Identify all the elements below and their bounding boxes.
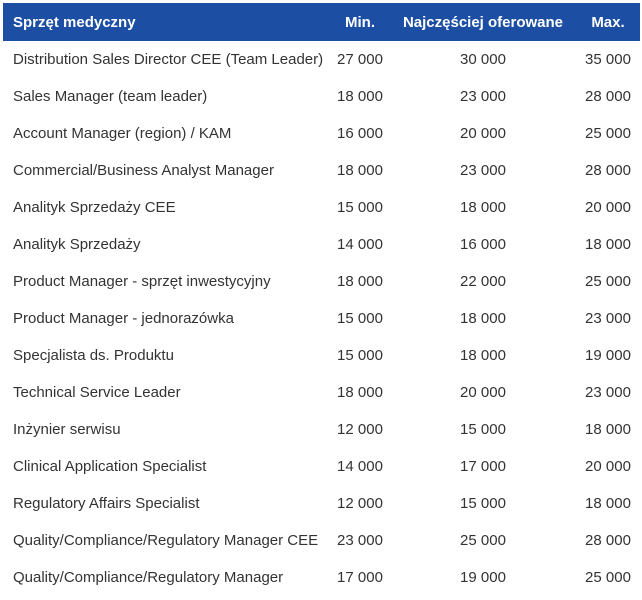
salary-cell: 30 000 bbox=[460, 51, 506, 68]
salary-cell: 23 000 bbox=[585, 384, 631, 401]
salary-cell: 20 000 bbox=[460, 125, 506, 142]
salary-cell: 20 000 bbox=[585, 458, 631, 475]
position-cell: Regulatory Affairs Specialist bbox=[13, 495, 200, 512]
salary-cell: 22 000 bbox=[460, 273, 506, 290]
salary-cell: 23 000 bbox=[337, 532, 383, 549]
salary-cell: 12 000 bbox=[337, 421, 383, 438]
table-row: Regulatory Affairs Specialist 12 000 15 00… bbox=[3, 485, 640, 522]
header-row: Sprzęt medyczny Min. Najczęściej oferowane… bbox=[3, 3, 640, 41]
table-row: Analityk Sprzedaży 14 000 16 000 18 000 bbox=[3, 226, 640, 263]
salary-cell: 23 000 bbox=[585, 310, 631, 327]
position-cell: Inżynier serwisu bbox=[13, 421, 121, 438]
header-cell: Min. bbox=[345, 13, 375, 31]
table-body: Distribution Sales Director CEE (Team Le… bbox=[3, 41, 640, 596]
salary-cell: 15 000 bbox=[460, 421, 506, 438]
salary-cell: 18 000 bbox=[337, 273, 383, 290]
salary-cell: 15 000 bbox=[337, 347, 383, 364]
salary-cell: 12 000 bbox=[337, 495, 383, 512]
table-row: Account Manager (region) / KAM 16 000 20 0… bbox=[3, 115, 640, 152]
position-cell: Specjalista ds. Produktu bbox=[13, 347, 174, 364]
salary-cell: 17 000 bbox=[460, 458, 506, 475]
table-row: Commercial/Business Analyst Manager 18 00… bbox=[3, 152, 640, 189]
position-cell: Commercial/Business Analyst Manager bbox=[13, 162, 274, 179]
header-cell: Max. bbox=[591, 13, 625, 31]
salary-cell: 15 000 bbox=[460, 495, 506, 512]
salary-cell: 25 000 bbox=[585, 273, 631, 290]
position-cell: Technical Service Leader bbox=[13, 384, 181, 401]
position-cell: Sales Manager (team leader) bbox=[13, 88, 208, 105]
table-row: Clinical Application Specialist 14 000 17 … bbox=[3, 448, 640, 485]
position-cell: Account Manager (region) / KAM bbox=[13, 125, 232, 142]
position-cell: Analityk Sprzedaży CEE bbox=[13, 199, 176, 216]
salary-cell: 17 000 bbox=[337, 569, 383, 586]
salary-table: Sprzęt medyczny Min. Najczęściej oferowane… bbox=[3, 3, 640, 596]
salary-cell: 14 000 bbox=[337, 236, 383, 253]
salary-cell: 27 000 bbox=[337, 51, 383, 68]
salary-cell: 23 000 bbox=[460, 162, 506, 179]
table-row: Quality/Compliance/Regulatory Manager 17 … bbox=[3, 559, 640, 596]
salary-cell: 28 000 bbox=[585, 532, 631, 549]
salary-cell: 20 000 bbox=[460, 384, 506, 401]
salary-cell: 16 000 bbox=[460, 236, 506, 253]
position-cell: Analityk Sprzedaży bbox=[13, 236, 141, 253]
salary-cell: 25 000 bbox=[585, 125, 631, 142]
salary-cell: 15 000 bbox=[337, 199, 383, 216]
salary-cell: 18 000 bbox=[337, 384, 383, 401]
header-cell: Sprzęt medyczny bbox=[13, 13, 136, 31]
salary-cell: 18 000 bbox=[460, 199, 506, 216]
salary-cell: 20 000 bbox=[585, 199, 631, 216]
salary-cell: 28 000 bbox=[585, 88, 631, 105]
table-header: Sprzęt medyczny Min. Najczęściej oferowane… bbox=[3, 3, 640, 41]
table-row: Sales Manager (team leader) 18 000 23 000 2… bbox=[3, 78, 640, 115]
salary-cell: 18 000 bbox=[337, 162, 383, 179]
salary-cell: 14 000 bbox=[337, 458, 383, 475]
salary-cell: 23 000 bbox=[460, 88, 506, 105]
salary-cell: 19 000 bbox=[460, 569, 506, 586]
salary-cell: 18 000 bbox=[585, 236, 631, 253]
table-row: Product Manager - jednorazówka 15 000 18 0… bbox=[3, 300, 640, 337]
salary-cell: 16 000 bbox=[337, 125, 383, 142]
table-row: Inżynier serwisu 12 000 15 000 18 000 bbox=[3, 411, 640, 448]
position-cell: Quality/Compliance/Regulatory Manager bbox=[13, 569, 284, 586]
salary-cell: 18 000 bbox=[337, 88, 383, 105]
table-row: Quality/Compliance/Regulatory Manager CE… bbox=[3, 522, 640, 559]
table-row: Product Manager - sprzęt inwestycyjny 18 … bbox=[3, 263, 640, 300]
table-row: Specjalista ds. Produktu 15 000 18 000 19 0… bbox=[3, 337, 640, 374]
salary-cell: 18 000 bbox=[585, 421, 631, 438]
position-cell: Distribution Sales Director CEE (Team Le… bbox=[13, 51, 324, 68]
position-cell: Clinical Application Specialist bbox=[13, 458, 207, 475]
table-row: Analityk Sprzedaży CEE 15 000 18 000 20 000 bbox=[3, 189, 640, 226]
salary-cell: 19 000 bbox=[585, 347, 631, 364]
header-cell: Najczęściej oferowane bbox=[402, 13, 564, 31]
salary-cell: 25 000 bbox=[460, 532, 506, 549]
salary-cell: 18 000 bbox=[460, 310, 506, 327]
salary-cell: 18 000 bbox=[460, 347, 506, 364]
position-cell: Quality/Compliance/Regulatory Manager CE… bbox=[13, 532, 319, 549]
salary-cell: 15 000 bbox=[337, 310, 383, 327]
position-cell: Product Manager - jednorazówka bbox=[13, 310, 234, 327]
salary-cell: 35 000 bbox=[585, 51, 631, 68]
position-cell: Product Manager - sprzęt inwestycyjny bbox=[13, 273, 271, 290]
salary-cell: 25 000 bbox=[585, 569, 631, 586]
salary-cell: 18 000 bbox=[585, 495, 631, 512]
table-row: Technical Service Leader 18 000 20 000 23 0… bbox=[3, 374, 640, 411]
table-row: Distribution Sales Director CEE (Team Le… bbox=[3, 41, 640, 78]
salary-cell: 28 000 bbox=[585, 162, 631, 179]
